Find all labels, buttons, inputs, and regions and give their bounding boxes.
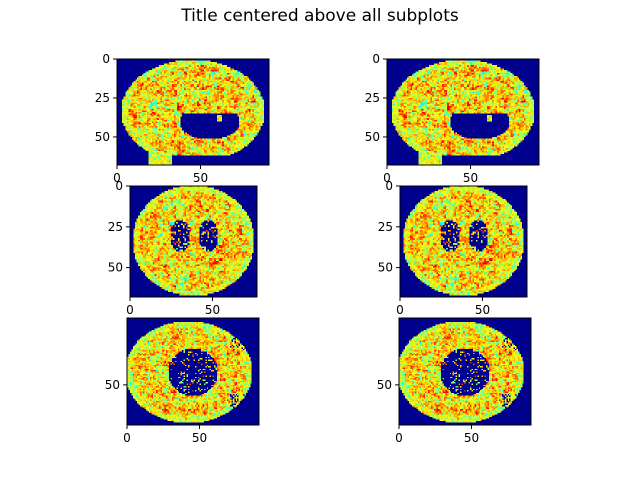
- x-tick-label: 0: [123, 431, 131, 445]
- x-tick-label: 50: [464, 431, 479, 445]
- heatmap-image: [387, 59, 539, 165]
- y-tick-label: 50: [377, 378, 392, 392]
- y-tick-label: 50: [105, 378, 120, 392]
- axes-frame: [116, 58, 270, 166]
- axes-frame: [399, 185, 528, 298]
- y-tick-label: 0: [102, 52, 110, 66]
- y-tick-label: 25: [108, 220, 123, 234]
- heatmap-image: [130, 186, 257, 297]
- y-tick-label: 25: [365, 91, 380, 105]
- x-tick-label: 50: [205, 303, 220, 317]
- subplot-sagittal-right: 0 50 0 25 50: [365, 52, 540, 185]
- x-tick-label: 50: [475, 303, 490, 317]
- y-tick-label: 50: [95, 130, 110, 144]
- axes-frame: [126, 317, 260, 426]
- x-tick-label: 0: [383, 171, 391, 185]
- x-tick-label: 50: [193, 171, 208, 185]
- axes-frame: [398, 317, 532, 426]
- subplot-coronal-right: 0 50 0 25 50: [378, 179, 528, 317]
- y-tick-label: 0: [372, 52, 380, 66]
- subplot-coronal-left: 0 50 0 25 50: [108, 179, 258, 317]
- figure-title: Title centered above all subplots: [181, 6, 459, 26]
- heatmap-image: [127, 318, 259, 425]
- x-tick-label: 0: [126, 303, 134, 317]
- heatmap-image: [117, 59, 269, 165]
- subplot-axial-left: 0 50 50: [105, 317, 260, 445]
- y-tick-label: 0: [115, 179, 123, 193]
- y-tick-label: 25: [95, 91, 110, 105]
- y-tick-label: 50: [378, 261, 393, 275]
- subplot-axial-right: 0 50 50: [377, 317, 532, 445]
- heatmap-image: [399, 318, 531, 425]
- subplot-sagittal-left: 0 50 0 25 50: [95, 52, 270, 185]
- x-tick-label: 0: [113, 171, 121, 185]
- x-tick-label: 0: [396, 303, 404, 317]
- y-tick-label: 0: [385, 179, 393, 193]
- y-tick-label: 50: [365, 130, 380, 144]
- x-tick-label: 0: [395, 431, 403, 445]
- y-tick-label: 50: [108, 261, 123, 275]
- x-tick-label: 50: [463, 171, 478, 185]
- axes-frame: [129, 185, 258, 298]
- x-tick-label: 50: [192, 431, 207, 445]
- axes-frame: [386, 58, 540, 166]
- heatmap-image: [400, 186, 527, 297]
- y-tick-label: 25: [378, 220, 393, 234]
